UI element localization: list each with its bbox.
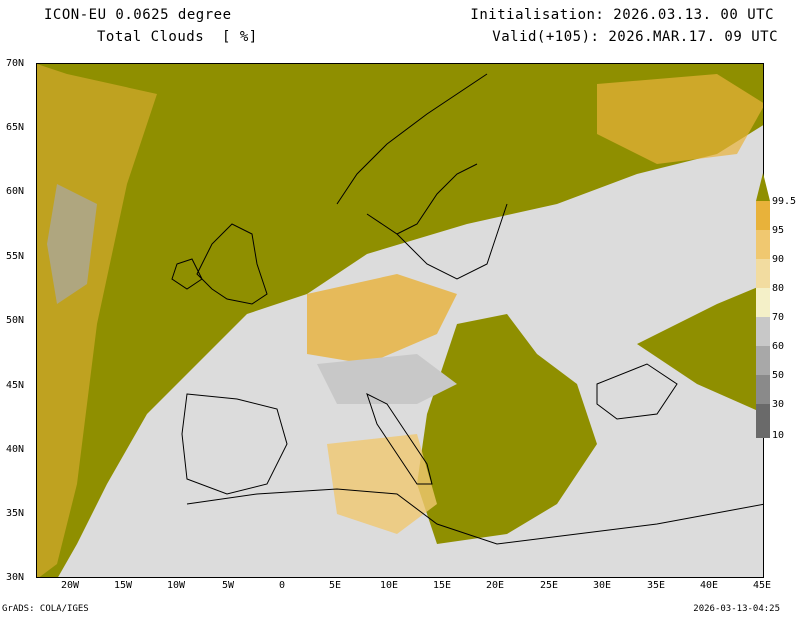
partial-cloud-area-central: [307, 274, 457, 364]
valid-time: Valid(+105): 2026.MAR.17. 09 UTC: [492, 29, 778, 45]
coastline-north-africa: [186, 488, 763, 545]
colorbar-bin: [756, 375, 770, 404]
colorbar-label: 90: [772, 254, 785, 265]
lon-label: 40E: [699, 580, 719, 591]
colorbar-bin: [756, 259, 770, 288]
lat-label: 35N: [6, 508, 25, 519]
lon-label: 0: [278, 580, 286, 591]
lon-label: 10W: [166, 580, 186, 591]
lon-label: 35E: [646, 580, 666, 591]
colorbar-bin: [756, 346, 770, 375]
footer-credit: GrADS: COLA/IGES: [2, 604, 89, 614]
initialisation-time: Initialisation: 2026.03.13. 00 UTC: [470, 7, 774, 23]
colorbar-bin: [756, 201, 770, 230]
lat-label: 55N: [6, 251, 25, 262]
variable-title: Total Clouds [ %]: [97, 29, 258, 45]
partial-cloud-area-north-russia: [597, 74, 763, 164]
lon-label: 15E: [432, 580, 452, 591]
lat-label: 50N: [6, 315, 25, 326]
coastlines: [171, 73, 763, 545]
coastline-scandinavia: [336, 73, 488, 235]
colorbar-label: 99.5: [772, 196, 797, 207]
overcast-cloud-area-north: [37, 64, 763, 577]
lat-label: 60N: [6, 186, 25, 197]
lon-label: 5E: [328, 580, 342, 591]
lon-label: 15W: [113, 580, 133, 591]
model-title: ICON-EU 0.0625 degree: [44, 7, 232, 23]
colorbar-label: 70: [772, 312, 785, 323]
colorbar-label: 95: [772, 225, 785, 236]
lon-label: 5W: [221, 580, 235, 591]
lon-label: 30E: [592, 580, 612, 591]
colorbar: [756, 173, 770, 438]
lat-label: 70N: [6, 58, 25, 69]
lon-label: 20E: [485, 580, 505, 591]
lon-label: 10E: [379, 580, 399, 591]
partial-cloud-area-south: [327, 434, 437, 534]
lon-label: 45E: [752, 580, 772, 591]
overcast-cloud-area-balkans: [417, 314, 597, 544]
footer-timestamp: 2026-03-13-04:25: [693, 604, 780, 614]
coastline-black-sea: [596, 363, 678, 420]
lat-label: 40N: [6, 444, 25, 455]
lat-label: 30N: [6, 572, 25, 583]
colorbar-bin: [756, 404, 770, 438]
coastline-baltic: [396, 203, 508, 280]
colorbar-label: 80: [772, 283, 785, 294]
scattered-cloud-area-atlantic: [47, 184, 97, 304]
overcast-cloud-area-east: [637, 284, 763, 414]
lat-label: 45N: [6, 380, 25, 391]
colorbar-arrow: [756, 173, 770, 201]
lon-label: 25E: [539, 580, 559, 591]
colorbar-bin: [756, 288, 770, 317]
coastline-iberia: [181, 393, 288, 495]
partial-cloud-area-alps: [317, 354, 457, 404]
colorbar-label: 50: [772, 370, 785, 381]
lat-label: 65N: [6, 122, 25, 133]
cloud-field: [37, 64, 763, 577]
lon-label: 20W: [60, 580, 80, 591]
coastline-italy: [366, 393, 433, 485]
colorbar-bin: [756, 230, 770, 259]
colorbar-label: 30: [772, 399, 785, 410]
coastline-british-isles: [171, 223, 268, 305]
colorbar-label: 10: [772, 430, 785, 441]
map-frame: [36, 63, 764, 578]
cloud-map: [37, 64, 763, 577]
colorbar-bin: [756, 317, 770, 346]
colorbar-label: 60: [772, 341, 785, 352]
